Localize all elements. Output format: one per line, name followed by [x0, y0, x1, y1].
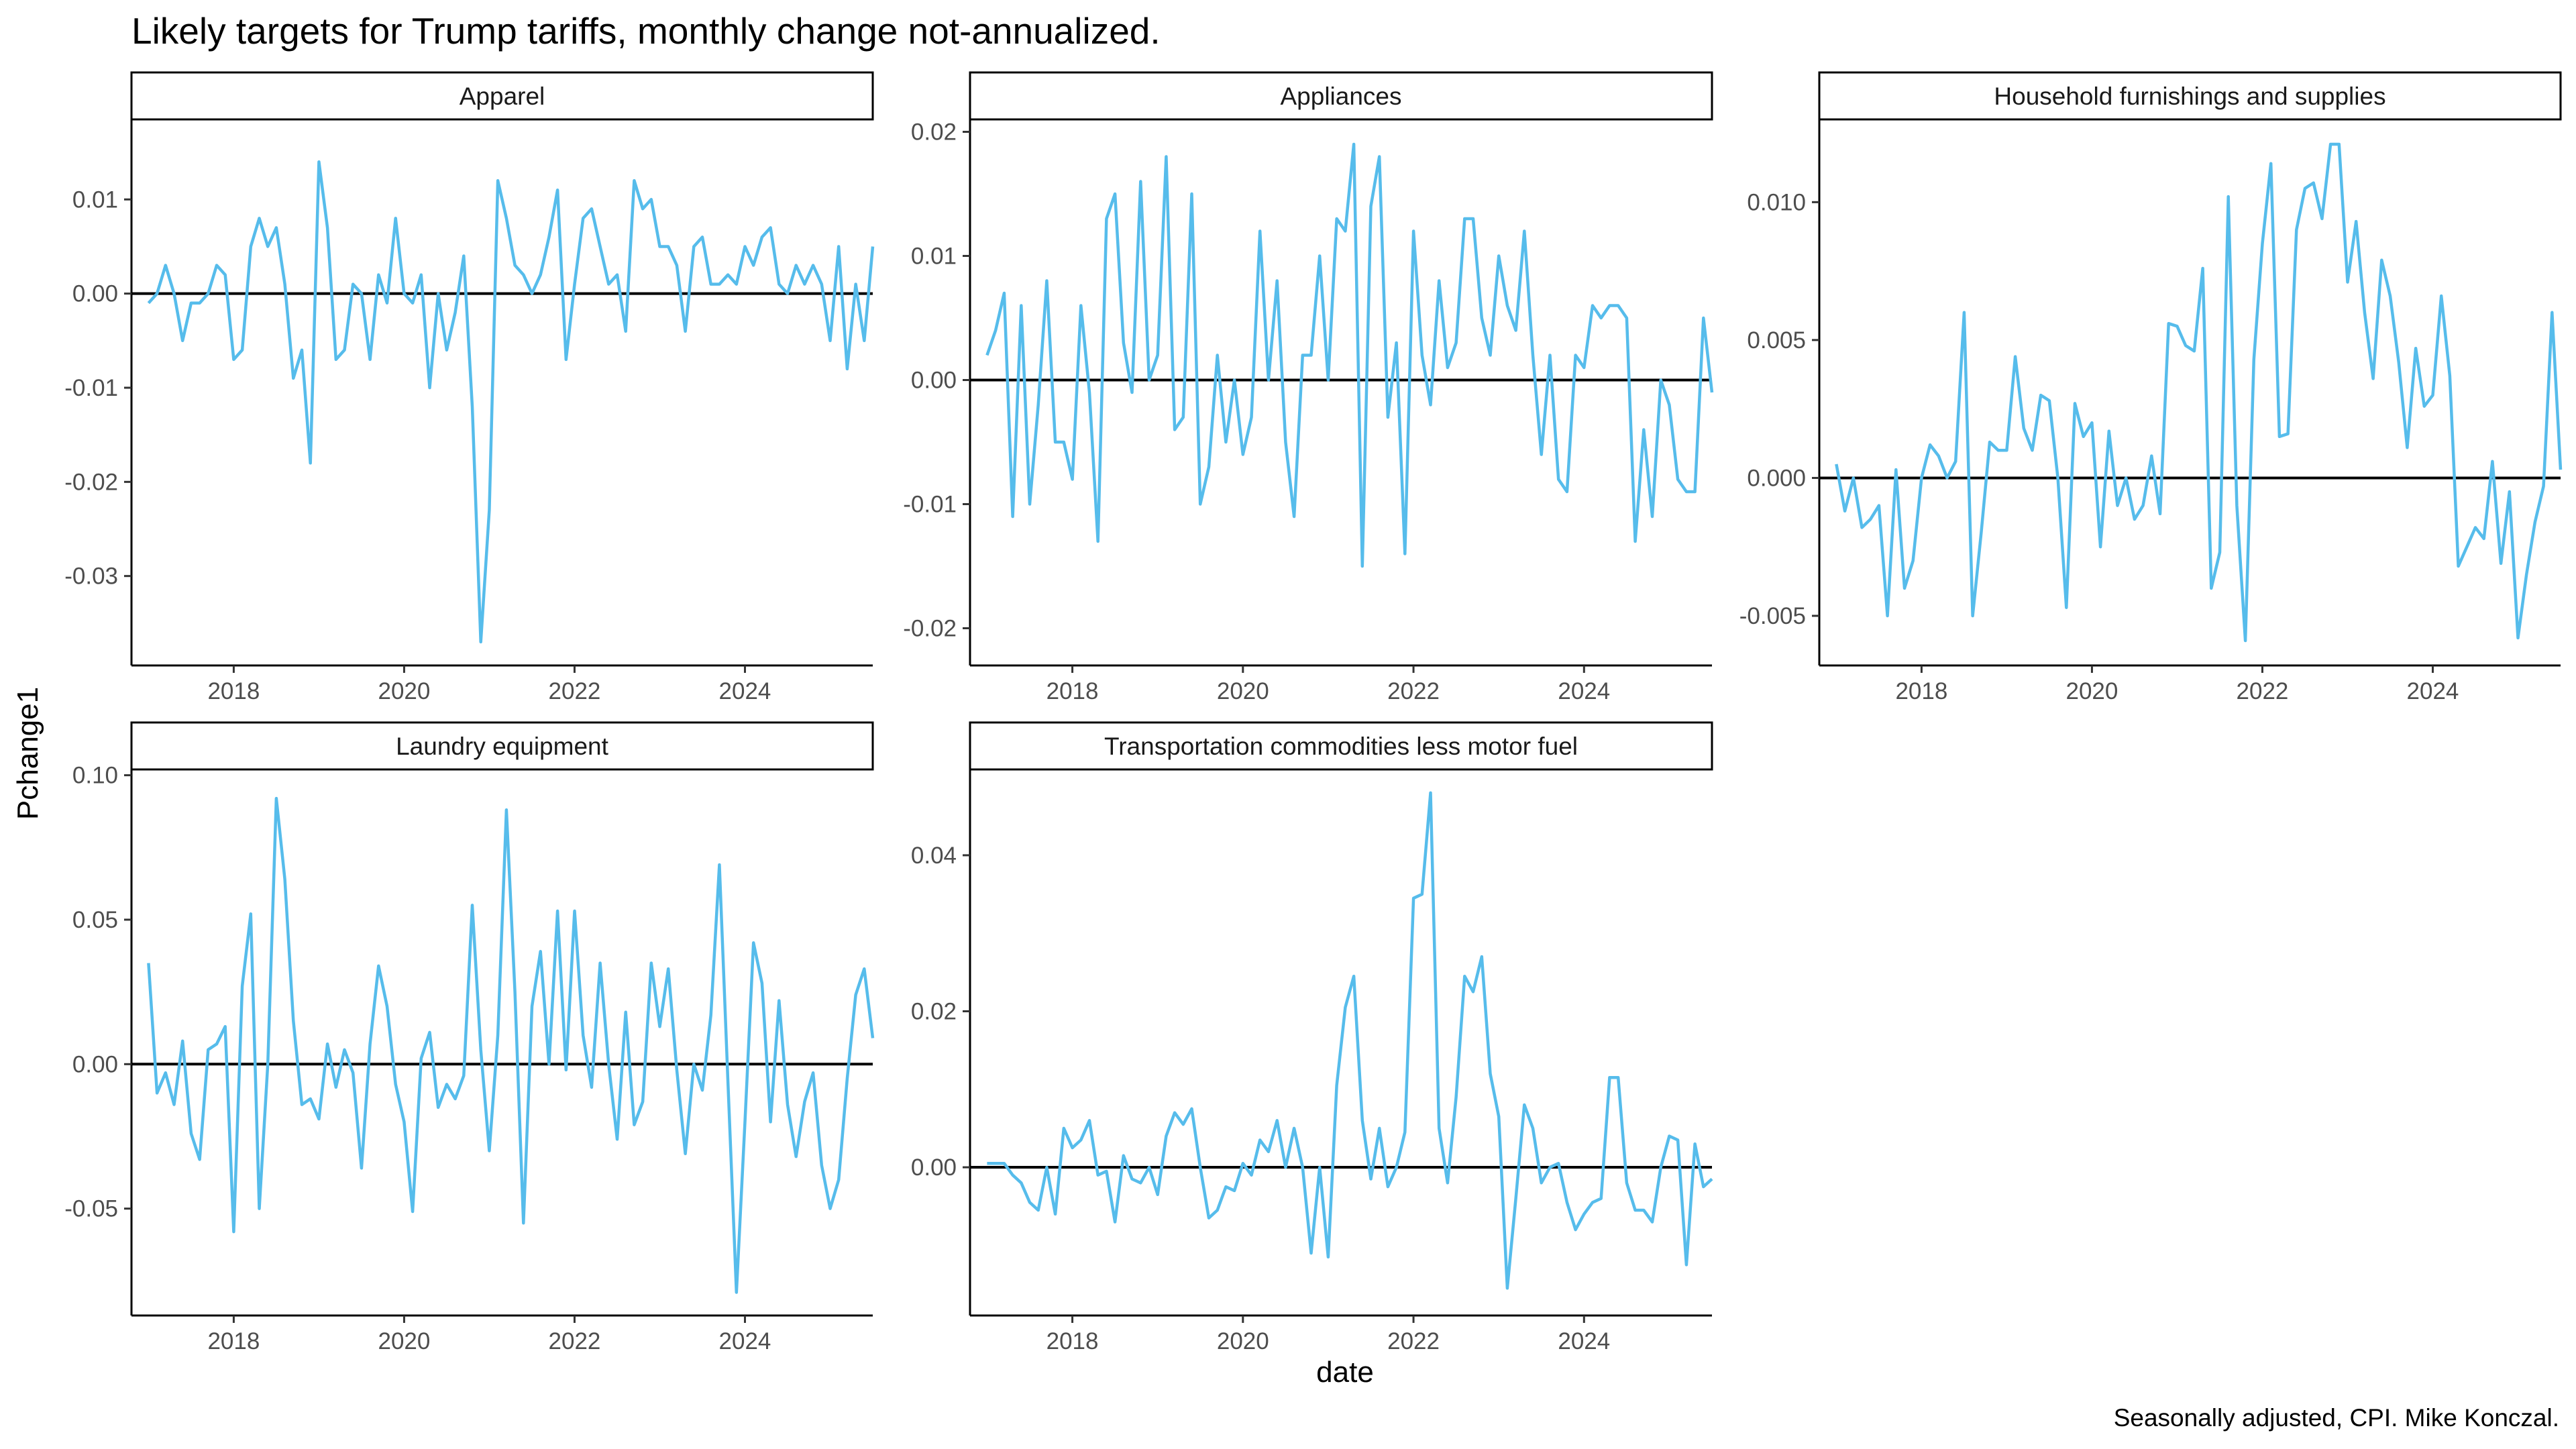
x-tick-label: 2020 [378, 1328, 430, 1354]
x-tick-label: 2020 [378, 678, 430, 704]
y-tick-label: -0.01 [903, 492, 957, 518]
x-tick-label: 2018 [1895, 678, 1947, 704]
y-tick-label: 0.02 [911, 119, 957, 146]
x-tick-label: 2018 [1046, 1328, 1099, 1354]
y-axis-title: Pchange1 [11, 687, 44, 820]
x-tick-label: 2024 [2407, 678, 2459, 704]
y-tick-label: -0.05 [64, 1196, 118, 1222]
x-tick-label: 2022 [1387, 1328, 1440, 1354]
y-tick-label: 0.000 [1747, 465, 1806, 491]
facet-strip-label: Laundry equipment [396, 733, 608, 760]
y-tick-label: 0.00 [911, 368, 957, 394]
series-line-appliances [985, 142, 1714, 568]
facet-strip [130, 71, 874, 121]
y-tick-label: 0.10 [72, 763, 118, 789]
y-tick-label: -0.005 [1739, 603, 1806, 629]
x-tick-label: 2018 [1046, 678, 1099, 704]
facet-strip [1818, 71, 2562, 121]
y-tick-label: -0.02 [64, 469, 118, 495]
x-tick-label: 2020 [1217, 678, 1269, 704]
x-tick-label: 2024 [719, 678, 771, 704]
x-tick-label: 2018 [207, 1328, 260, 1354]
y-tick-label: 0.01 [72, 186, 118, 213]
y-tick-label: 0.01 [911, 244, 957, 270]
x-tick-label: 2022 [549, 1328, 601, 1354]
x-tick-label: 2020 [2065, 678, 2118, 704]
y-tick-label: -0.01 [64, 375, 118, 401]
y-tick-label: 0.00 [72, 1051, 118, 1077]
series-line-laundry-equipment [147, 796, 875, 1294]
x-tick-label: 2024 [719, 1328, 771, 1354]
series-line-transportation-commodities-less-motor-fuel [987, 791, 1713, 1290]
facet-strip-label: Transportation commodities less motor fu… [1104, 733, 1578, 760]
panel-household-furnishings-and-supplies: Household furnishings and supplies 0.010 0… [1739, 71, 2563, 704]
panel-appliances: Appliances 0.02 0.01 0.00 -0.01 -0.02 2018 2020… [903, 71, 1714, 704]
series-line-household-furnishings-and-supplies [1835, 142, 2563, 643]
x-tick-label: 2020 [1217, 1328, 1269, 1354]
x-tick-label: 2024 [1558, 1328, 1610, 1354]
facet-strip-label: Household furnishings and supplies [1994, 83, 2385, 110]
panel-transportation-commodities-less-motor-fuel: Transportation commodities less motor fu… [911, 721, 1713, 1354]
y-tick-label: 0.00 [911, 1155, 957, 1181]
y-tick-label: -0.03 [64, 564, 118, 590]
y-tick-label: 0.05 [72, 907, 118, 933]
x-tick-label: 2022 [549, 678, 601, 704]
x-tick-label: 2018 [207, 678, 260, 704]
panels-group: Apparel 0.01 0.00 -0.01 -0.02 -0.03 2018 2020 20… [64, 71, 2563, 1354]
y-tick-label: 0.010 [1747, 189, 1806, 215]
panel-apparel: Apparel 0.01 0.00 -0.01 -0.02 -0.03 2018 2020 20… [64, 71, 875, 704]
y-tick-label: -0.02 [903, 616, 957, 642]
y-tick-label: 0.005 [1747, 327, 1806, 354]
chart-title: Likely targets for Trump tariffs, monthl… [131, 10, 1161, 52]
panel-laundry-equipment: Laundry equipment 0.10 0.05 0.00 -0.05 2018 20… [64, 721, 875, 1354]
facet-strip-label: Appliances [1280, 83, 1401, 110]
x-tick-label: 2024 [1558, 678, 1610, 704]
y-tick-label: 0.00 [72, 281, 118, 307]
series-line-apparel [147, 160, 875, 644]
facet-strip [130, 721, 874, 771]
y-tick-label: 0.04 [911, 843, 957, 869]
y-tick-label: 0.02 [911, 998, 957, 1024]
facet-strip-label: Apparel [460, 83, 545, 110]
x-tick-label: 2022 [1387, 678, 1440, 704]
chart-caption: Seasonally adjusted, CPI. Mike Konczal. [2114, 1404, 2559, 1432]
facet-strip [969, 71, 1713, 121]
facet-strip [969, 721, 1713, 771]
x-tick-label: 2022 [2237, 678, 2289, 704]
x-axis-title: date [1316, 1356, 1374, 1389]
